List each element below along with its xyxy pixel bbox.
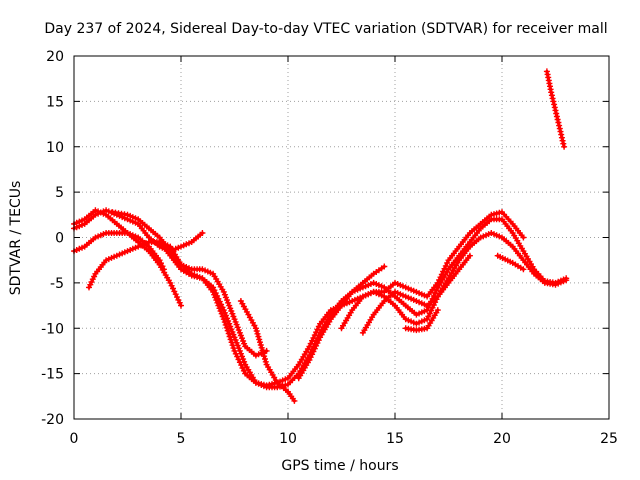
y-tick-label: -20	[41, 412, 64, 428]
series-track-13	[543, 68, 568, 150]
series-markers	[402, 307, 441, 334]
series-markers	[359, 252, 473, 336]
grid	[74, 56, 609, 419]
x-tick-label: 5	[177, 431, 186, 447]
series-track-11	[402, 307, 441, 334]
series-track-10	[359, 252, 473, 336]
x-tick-label: 0	[70, 431, 79, 447]
tick-labels: 0 5 10 15 20 25 -20 -15 -10 -5 0 5 10 15 20	[41, 49, 618, 447]
y-tick-label: 15	[46, 94, 64, 110]
y-tick-label: -10	[41, 321, 64, 337]
series-track-7	[237, 298, 298, 404]
y-axis-label: SDTVAR / TECUs	[8, 181, 24, 296]
series-track-2	[71, 207, 206, 255]
series-track-12	[494, 252, 527, 273]
series-markers	[237, 298, 298, 404]
y-tick-label: 0	[55, 231, 64, 247]
series-markers	[109, 209, 570, 389]
series-markers	[338, 209, 527, 332]
y-tick-label: 10	[46, 140, 64, 156]
y-tick-label: 20	[46, 49, 64, 65]
series-markers	[295, 263, 388, 382]
x-axis-label: GPS time / hours	[281, 458, 398, 474]
series-markers	[543, 68, 568, 150]
series-track-9	[338, 209, 527, 332]
chart-title: Day 237 of 2024, Sidereal Day-to-day VTE…	[44, 21, 607, 37]
x-tick-label: 20	[493, 431, 511, 447]
y-tick-label: 5	[55, 185, 64, 201]
y-tick-label: -5	[50, 276, 64, 292]
plot-frame	[73, 55, 610, 420]
x-tick-label: 25	[600, 431, 618, 447]
x-tick-label: 15	[386, 431, 404, 447]
series-markers	[494, 252, 527, 273]
y-tick-label: -15	[41, 367, 64, 383]
x-tick-label: 10	[279, 431, 297, 447]
series-layer	[71, 68, 570, 404]
series-track-8	[295, 263, 388, 382]
